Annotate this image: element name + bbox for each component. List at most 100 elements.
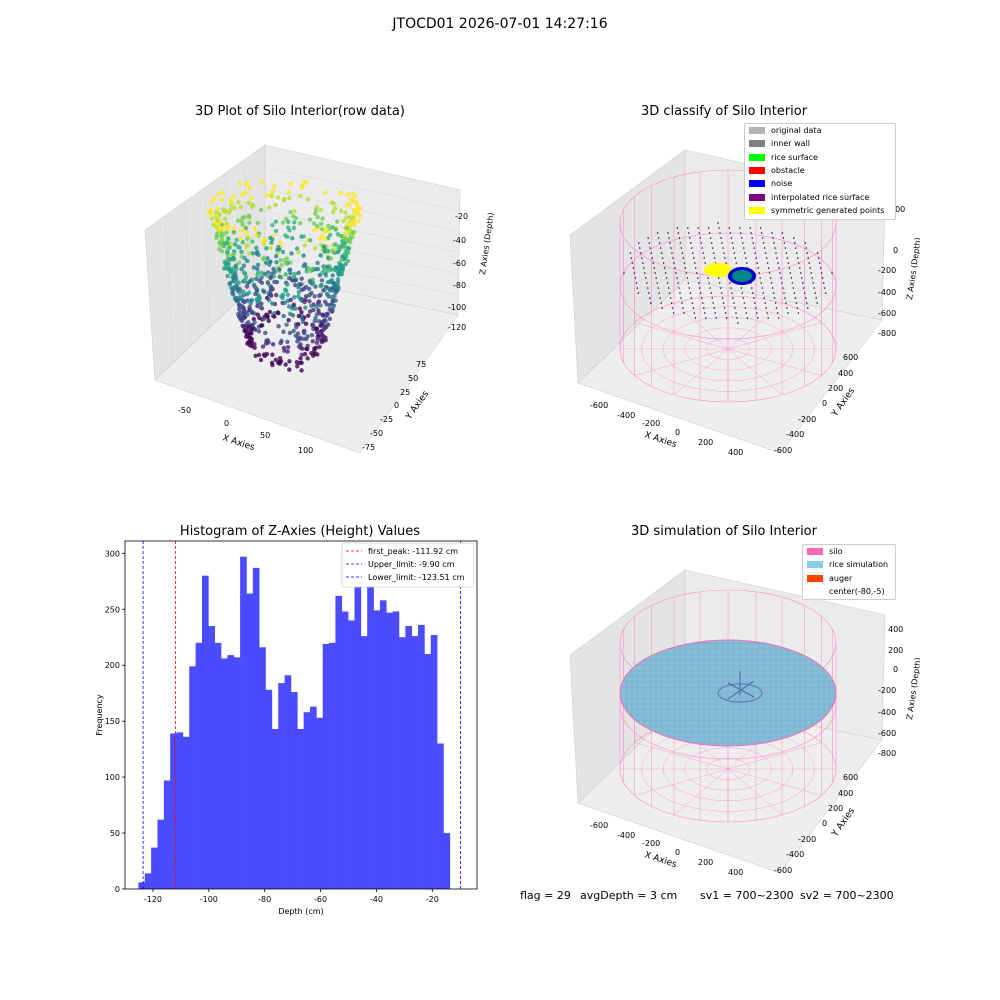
histogram-bar (138, 882, 146, 889)
legend-item: original data (745, 124, 895, 137)
histogram-bar (386, 612, 393, 889)
legend-swatch (807, 574, 823, 582)
raw-z-tick: -20 (455, 212, 468, 221)
x-tick-label: -60 (314, 895, 327, 904)
histogram-legend: first_peak: -111.92 cm Upper_limit: -9.90… (341, 542, 475, 588)
raw-point-cloud (206, 179, 363, 373)
raw-z-tick: -60 (453, 259, 466, 268)
y-tick-label: 250 (105, 605, 120, 614)
histogram-bar (195, 642, 203, 889)
histogram-bar (297, 728, 304, 889)
histogram-bar (424, 654, 432, 889)
legend-label: center(-80,-5) (829, 587, 885, 597)
histogram-bar (227, 655, 235, 889)
cls-y-tick: 400 (838, 369, 853, 378)
histogram-bar (303, 712, 311, 889)
histogram-bar (221, 658, 228, 889)
histogram-title: Histogram of Z-Axies (Height) Values (179, 524, 421, 539)
sim-y-tick: -400 (786, 850, 804, 859)
cls-y-tick: 200 (828, 384, 843, 393)
sim-y-tick: 200 (828, 804, 843, 813)
histogram-bar (144, 873, 152, 889)
legend-label: obstacle (771, 166, 805, 176)
histogram-bar (233, 657, 241, 889)
avg-depth-text: avgDepth = 3 cm (580, 889, 678, 902)
sim-x-tick: -200 (642, 839, 660, 848)
histogram-bar (284, 675, 292, 889)
sim-z-tick: -400 (878, 708, 896, 717)
interpolated-surface-points (623, 222, 833, 324)
histogram-bar (201, 575, 209, 889)
sim-z-tick: 400 (888, 625, 903, 634)
raw-x-label: X Axies (221, 433, 256, 453)
raw-y-tick: 0 (394, 401, 399, 410)
x-tick-label: -40 (370, 895, 383, 904)
legend-swatch (807, 548, 823, 556)
flag-text: flag = 29 (520, 889, 571, 902)
legend-swatch (749, 153, 765, 161)
histogram-bar (405, 626, 412, 889)
legend-swatch (807, 561, 823, 569)
sim-x-tick: 200 (698, 858, 713, 867)
raw-3d-plot: -20 -40 -60 -80 -100 -120 Z Axies (Depth… (144, 144, 496, 455)
legend-swatch (749, 193, 765, 201)
cls-y-tick: -400 (786, 430, 804, 439)
histogram-bar (443, 833, 451, 889)
legend-item: inner wall (745, 137, 895, 150)
x-tick-label: -20 (426, 895, 439, 904)
histogram-bar (367, 585, 374, 889)
histogram-bar (360, 636, 368, 889)
y-tick-label: 50 (110, 829, 120, 838)
x-tick-label: -80 (258, 895, 271, 904)
cls-z-tick: 200 (890, 205, 905, 214)
cls-x-tick: 0 (675, 428, 680, 437)
sim-z-tick: -800 (878, 749, 896, 758)
legend-item: interpolated rice surface (745, 190, 895, 203)
raw-z-tick: -100 (448, 303, 466, 312)
histogram-bar (411, 636, 419, 889)
cls-z-tick: -200 (878, 266, 896, 275)
legend-item: symmetric generated points (745, 204, 895, 217)
legend-label: interpolated rice surface (771, 192, 870, 202)
legend-entry: Upper_limit: -9.90 cm (368, 560, 455, 569)
raw-x-tick: 50 (260, 431, 270, 440)
histogram-bar (151, 847, 158, 889)
cls-z-tick: -800 (878, 329, 896, 338)
cls-y-tick: -200 (798, 415, 816, 424)
legend-item: noise (745, 177, 895, 190)
legend-entry: first_peak: -111.92 cm (368, 547, 458, 556)
sim-z-label: Z Axies (Depth) (905, 657, 920, 720)
legend-item: auger (803, 572, 895, 585)
histogram-bar (271, 728, 279, 889)
cls-x-tick: -600 (590, 401, 608, 410)
cls-z-tick: -400 (878, 288, 896, 297)
histogram-bar (157, 819, 165, 889)
histogram-bar (341, 611, 349, 889)
raw-x-tick: -50 (178, 406, 191, 415)
simulation-plot-title: 3D simulation of Silo Interior (631, 524, 817, 539)
silo-wireframe (619, 169, 837, 403)
cls-x-tick: -400 (617, 411, 635, 420)
legend-label: inner wall (771, 139, 811, 149)
y-axis-label: Frequency (95, 694, 104, 736)
rice-surface-cluster (732, 270, 752, 282)
cls-z-tick: 0 (893, 246, 898, 255)
y-tick-label: 300 (105, 549, 120, 558)
sim-z-tick: -600 (878, 729, 896, 738)
raw-z-tick: -120 (448, 323, 466, 332)
histogram-bar (437, 743, 444, 889)
sim-z-tick: -200 (878, 686, 896, 695)
raw-y-tick: 75 (416, 360, 426, 369)
sim-y-tick: -600 (774, 866, 792, 875)
histogram-bar (373, 610, 381, 889)
histogram-bar (278, 683, 285, 889)
histogram-bar (418, 624, 425, 889)
histogram-bar (329, 642, 336, 889)
histogram-bar (354, 573, 362, 889)
raw-y-tick: -50 (370, 429, 383, 438)
histogram-bar (392, 611, 400, 889)
symmetric-points-cluster (704, 263, 732, 277)
histogram-bar (348, 620, 355, 889)
y-tick-label: 150 (105, 717, 120, 726)
y-tick-label: 0 (115, 885, 120, 894)
